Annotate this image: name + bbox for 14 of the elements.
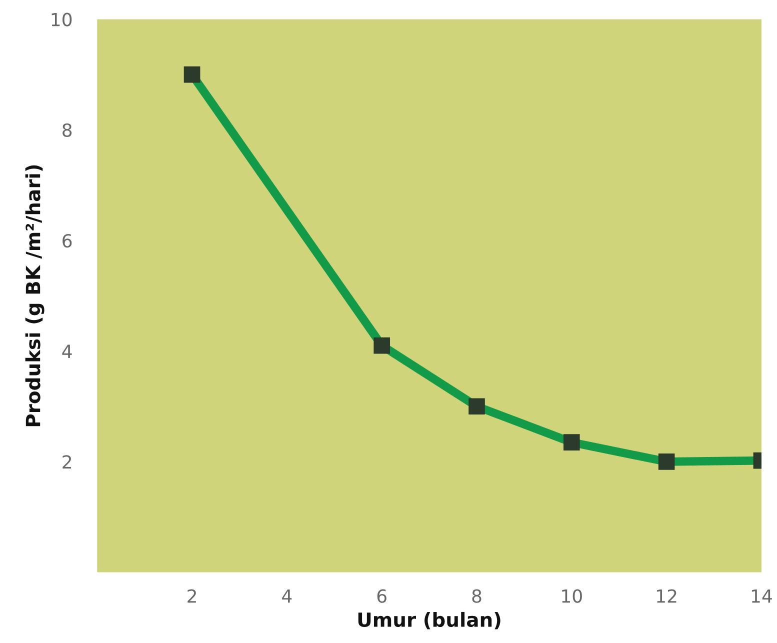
y-tick-label: 10 (52, 12, 72, 26)
y-tick-label: 2 (62, 455, 72, 469)
x-tick-label: 8 (472, 589, 482, 603)
y-tick-label: 6 (62, 234, 72, 248)
x-tick-label: 10 (562, 589, 582, 603)
y-tick-label: 8 (62, 123, 72, 137)
y-axis-title: Produksi (g BK /m²/hari) (25, 165, 44, 426)
y-tick-label: 4 (62, 344, 72, 358)
x-tick-label: 12 (657, 589, 676, 603)
x-tick-label: 4 (282, 589, 292, 603)
x-tick-label: 14 (752, 589, 772, 603)
x-tick-label: 2 (188, 589, 196, 603)
x-axis-title: Umur (bulan) (358, 612, 500, 630)
x-tick-label: 6 (377, 589, 386, 603)
